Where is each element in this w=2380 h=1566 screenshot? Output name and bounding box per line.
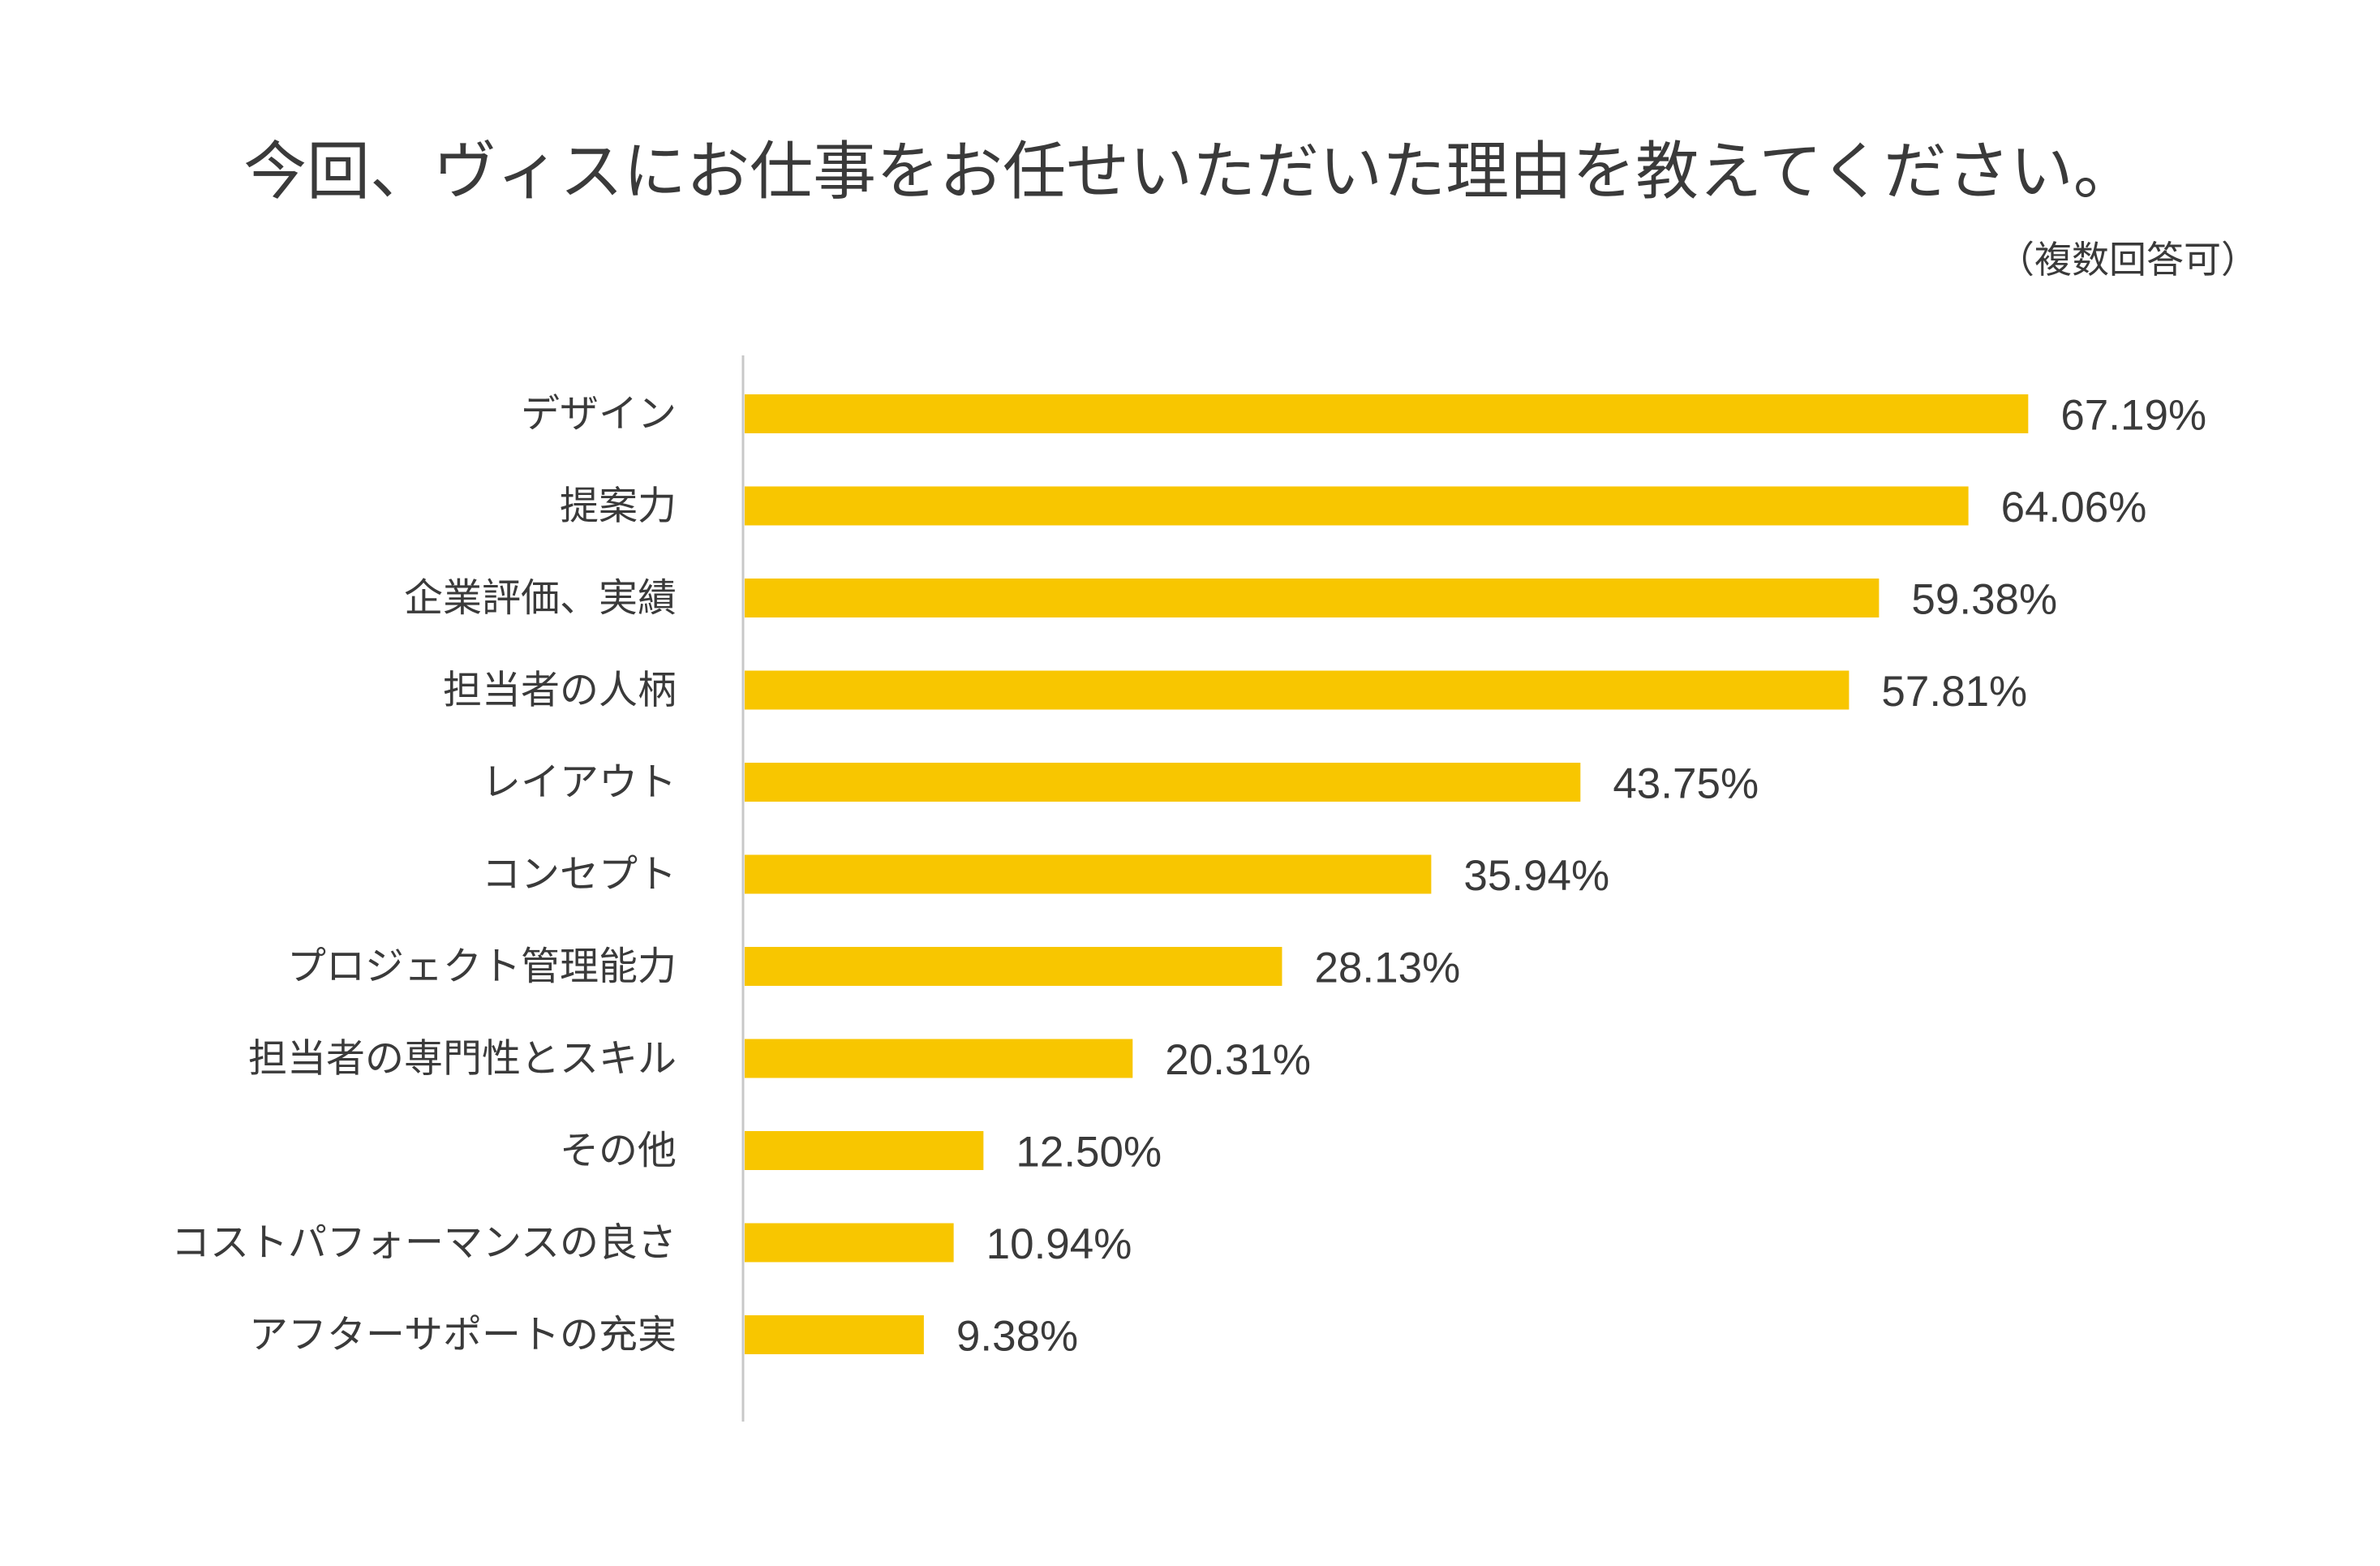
value-label-3: 57.81%: [1881, 668, 2027, 716]
category-label-4: レイアウト: [482, 759, 677, 805]
bar-10: [745, 1315, 924, 1354]
value-label-6: 28.13%: [1314, 944, 1460, 992]
bar-3: [745, 670, 1849, 710]
bar-7: [745, 1039, 1133, 1078]
value-label-9: 10.94%: [986, 1220, 1132, 1268]
category-label-10: アフターサポートの充実: [249, 1312, 677, 1357]
category-label-8: その他: [560, 1128, 677, 1173]
category-label-3: 担当者の人柄: [443, 668, 677, 713]
bar-6: [745, 947, 1282, 986]
value-label-0: 67.19%: [2060, 392, 2206, 440]
value-label-1: 64.06%: [2001, 484, 2147, 531]
bars-layer: [745, 394, 2029, 1354]
category-label-5: コンセプト: [482, 852, 677, 897]
bar-1: [745, 486, 1969, 526]
value-label-5: 35.94%: [1463, 852, 1609, 900]
category-label-2: 企業評価、実績: [404, 575, 677, 621]
chart-title: 今回、ヴィスにお仕事をお任せいただいた理由を教えてください。: [243, 136, 2137, 209]
category-labels-layer: デザイン提案力企業評価、実績担当者の人柄レイアウトコンセプトプロジェクト管理能力…: [171, 391, 677, 1357]
value-label-2: 59.38%: [1911, 576, 2057, 624]
value-label-8: 12.50%: [1016, 1129, 1162, 1177]
category-label-1: 提案力: [560, 484, 677, 529]
bar-8: [745, 1131, 984, 1170]
bar-0: [745, 394, 2029, 433]
category-label-9: コストパフォーマンスの良さ: [171, 1220, 677, 1266]
bar-4: [745, 763, 1581, 802]
bar-2: [745, 579, 1880, 617]
value-label-10: 9.38%: [956, 1313, 1078, 1361]
category-label-7: 担当者の専門性とスキル: [248, 1036, 677, 1082]
value-label-4: 43.75%: [1613, 760, 1759, 808]
value-labels-layer: 67.19% 64.06% 59.38% 57.81% 43.75%35.94%28.1…: [956, 392, 2206, 1361]
chart-subtitle: （複数回答可）: [1997, 238, 2258, 282]
value-label-7: 20.31%: [1165, 1036, 1311, 1084]
category-label-0: デザイン: [521, 391, 677, 437]
bar-5: [745, 854, 1432, 894]
bar-9: [745, 1223, 954, 1263]
category-label-6: プロジェクト管理能力: [287, 944, 677, 989]
